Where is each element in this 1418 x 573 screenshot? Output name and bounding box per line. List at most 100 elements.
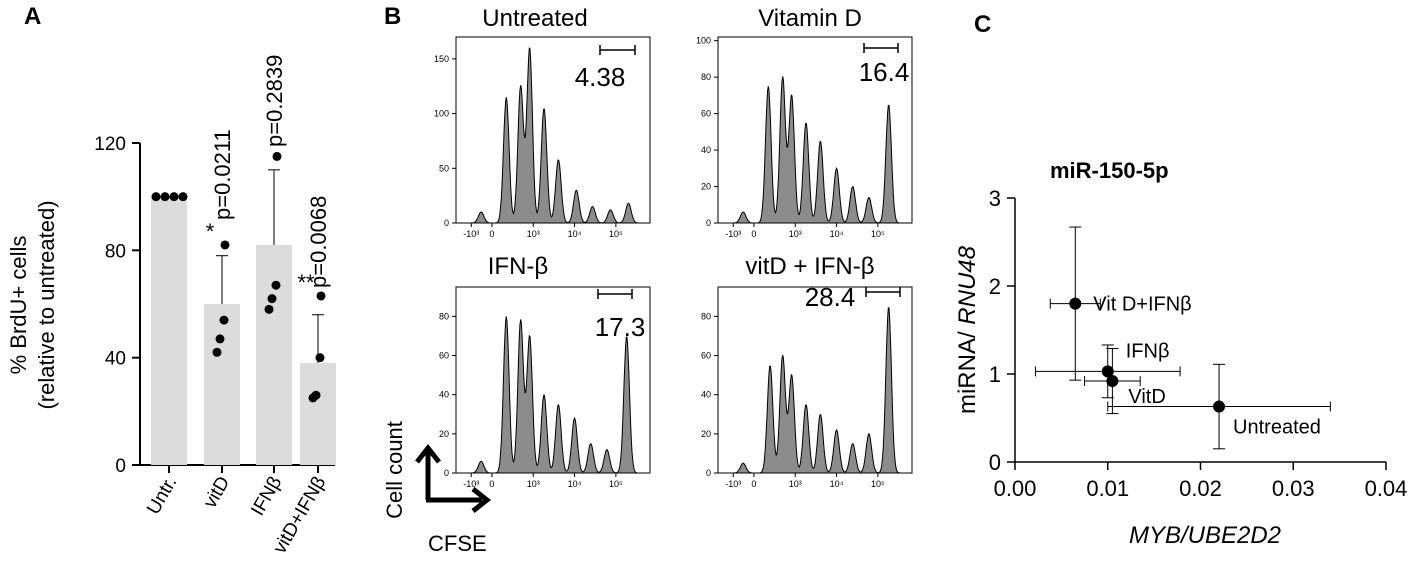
significance-marker: **	[297, 270, 315, 295]
histogram-y-tick-label: 60	[701, 351, 711, 361]
y-tick-label: 0	[115, 456, 126, 477]
histogram-y-tick-label: 100	[434, 109, 449, 119]
histogram-x-tick-label: 10³	[527, 229, 540, 239]
panel-c-letter: C	[974, 11, 991, 38]
histogram-title: IFN-β	[488, 253, 548, 280]
scatter-point	[1213, 400, 1226, 413]
histogram-y-tick-label: 20	[439, 429, 449, 439]
histogram-y-tick-label: 80	[439, 311, 449, 321]
scatter-y-tick-label: 1	[989, 362, 1001, 387]
histogram: IFN-β 0 20 40 60 80 -10³ 0 10³ 10⁴ 10⁵ 17.3	[439, 253, 651, 489]
data-point	[151, 192, 161, 202]
scatter-points: Vit D+IFNβ IFNβ VitD Untreated	[1034, 226, 1331, 450]
histogram-curve	[732, 307, 902, 474]
histogram-x-tick-label: 10⁵	[871, 479, 885, 489]
histogram-y-tick-label: 0	[444, 468, 449, 478]
data-point	[169, 192, 179, 202]
scatter-x-tick-label: 0.00	[994, 476, 1037, 501]
data-point	[160, 192, 170, 202]
y-tick-label: 80	[105, 241, 126, 262]
histogram-y-tick-label: 40	[701, 390, 711, 400]
bar	[300, 363, 336, 465]
bar	[204, 304, 240, 465]
histogram-x-tick-label: -10³	[463, 229, 479, 239]
histogram-curve	[732, 76, 902, 224]
scatter-panel-c: miR-150-5p 0 1 2 3 0.00 0.01 0.02 0.03 0.04 Vit …	[954, 158, 1407, 549]
histogram-x-tick-label: 10⁵	[871, 229, 885, 239]
bar-chart-ylabel: % BrdU+ cells	[6, 236, 31, 375]
scatter-point-label: VitD	[1128, 386, 1165, 408]
up-arrow-head-icon	[415, 443, 441, 464]
histogram-x-tick-label: 10³	[789, 479, 802, 489]
data-point	[267, 294, 277, 304]
histogram-x-tick-label: 10⁵	[609, 229, 623, 239]
scatter-y-tick-label: 2	[989, 274, 1001, 299]
scatter-point	[1106, 375, 1119, 388]
histogram-title: Untreated	[482, 5, 587, 32]
histogram-x-tick-label: 10⁴	[830, 479, 844, 489]
x-tick-label: vitD	[200, 473, 235, 512]
data-point	[272, 151, 282, 161]
gate-percentage: 4.38	[575, 62, 626, 92]
scatter-x-tick-label: 0.02	[1179, 476, 1222, 501]
scatter-title: miR-150-5p	[1050, 158, 1169, 183]
bar-chart-bars	[151, 196, 336, 465]
cell-count-label: Cell count	[382, 421, 407, 519]
y-tick-label: 120	[94, 134, 126, 155]
scatter-ylabel-a: miRNA/	[954, 325, 981, 414]
histogram-curve	[470, 47, 640, 224]
histogram-y-tick-label: 80	[701, 72, 711, 82]
histogram-y-tick-label: 100	[696, 36, 711, 46]
scatter-x-tick-label: 0.01	[1086, 476, 1129, 501]
histogram-x-tick-label: 0	[489, 229, 494, 239]
significance-marker: *	[206, 219, 215, 244]
histogram-curve	[470, 316, 640, 474]
histogram-x-tick-label: 10⁴	[568, 479, 582, 489]
x-tick-label: IFNβ	[247, 473, 286, 520]
data-point	[215, 334, 225, 344]
bar	[151, 196, 187, 465]
gate-percentage: 17.3	[595, 312, 646, 342]
panel-b-letter: B	[384, 3, 401, 30]
scatter-point-label: Vit D+IFNβ	[1093, 294, 1191, 316]
data-point	[308, 393, 318, 403]
histogram-y-tick-label: 40	[701, 145, 711, 155]
scatter-point-label: IFNβ	[1126, 340, 1170, 362]
histogram-y-tick-label: 20	[701, 182, 711, 192]
gate-percentage: 16.4	[859, 57, 910, 87]
histogram-title: vitD + IFN-β	[745, 253, 874, 280]
gate-percentage: 28.4	[805, 282, 856, 312]
data-point	[315, 353, 325, 363]
histogram: vitD + IFN-β 0 20 40 60 80 -10³ 0 10³ 10⁴ 10⁵ 28.4	[701, 253, 913, 489]
data-point	[316, 291, 326, 301]
scatter-x-tick-label: 0.04	[1365, 476, 1408, 501]
p-value-label: p=0.0068	[306, 196, 331, 288]
histogram-y-tick-label: 20	[701, 429, 711, 439]
bar	[256, 244, 292, 465]
histogram-panel-b: Untreated 0 50 100 150 -10³ 0 10³ 10⁴ 10⁵ 4.38 Vita…	[434, 5, 913, 489]
scatter-axes: 0 1 2 3 0.00 0.01 0.02 0.03 0.04	[989, 186, 1408, 501]
histogram-x-tick-label: 10⁴	[568, 229, 582, 239]
data-point	[220, 240, 230, 250]
histogram-y-tick-label: 60	[439, 351, 449, 361]
data-point	[219, 315, 229, 325]
panel-a-letter: A	[24, 3, 41, 30]
histogram-title: Vitamin D	[758, 5, 862, 32]
scatter-xlabel: MYB/UBE2D2	[1129, 522, 1281, 549]
histogram-x-tick-label: 0	[489, 479, 494, 489]
histogram-x-tick-label: 10³	[789, 229, 802, 239]
histogram-x-tick-label: -10³	[463, 479, 479, 489]
axis-legend-arrows: Cell count CFSE	[382, 421, 492, 556]
data-point	[178, 192, 188, 202]
histogram-x-tick-label: 0	[751, 479, 756, 489]
p-value-label: p=0.2839	[262, 55, 287, 147]
scatter-y-tick-label: 0	[989, 450, 1001, 475]
histogram-x-tick-label: -10³	[725, 229, 741, 239]
data-point	[271, 280, 281, 290]
histogram-y-tick-label: 150	[434, 54, 449, 64]
cfse-label: CFSE	[428, 531, 487, 556]
histogram-y-tick-label: 50	[439, 163, 449, 173]
histogram-y-tick-label: 0	[706, 468, 711, 478]
